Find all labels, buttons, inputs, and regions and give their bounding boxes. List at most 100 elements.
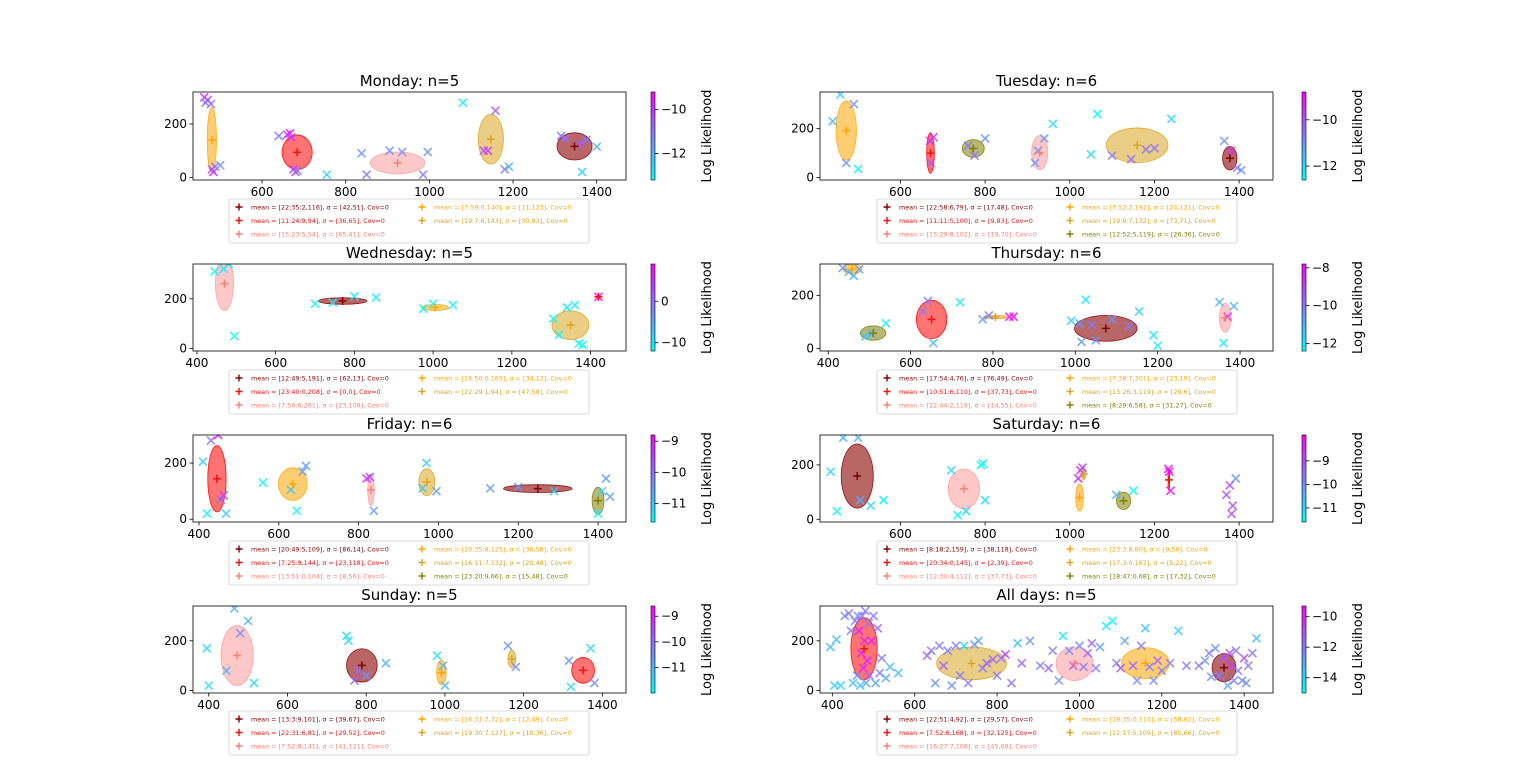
legend-entry: mean = [22:29:1,94], σ = [47,58], Cov=0 [434, 388, 568, 396]
data-point [1107, 150, 1117, 161]
data-point [597, 486, 607, 496]
data-point [1251, 633, 1262, 643]
data-point [310, 299, 320, 309]
data-point [951, 641, 961, 651]
data-point [577, 167, 587, 177]
data-point [1200, 656, 1210, 666]
data-point [963, 678, 973, 688]
data-point [992, 671, 1002, 681]
data-point [943, 646, 953, 656]
data-point [828, 116, 838, 126]
legend-entry: mean = [16:31:7,72], σ = [12,49], Cov=0 [434, 715, 568, 723]
legend-entry: mean = [20:49:5,109], σ = [86,14], Cov=0 [251, 545, 389, 553]
subplot-3: Thursday: n=6 400 600 800 1000 1200 1400 0 200 −1… [791, 244, 1366, 415]
data-point [852, 671, 862, 681]
cluster-mean-marker [926, 149, 935, 158]
legend-marker [235, 230, 243, 238]
data-point [1173, 626, 1183, 636]
legend-entry: mean = [19:9:7,132], σ = [73,71], Cov=0 [1082, 217, 1216, 225]
colorbar-label: Log Likelihood [1351, 90, 1366, 183]
data-point [978, 314, 988, 324]
data-point [984, 310, 994, 320]
data-point [208, 167, 219, 177]
data-point [418, 304, 428, 314]
colorbar-tick-label: −9 [1312, 454, 1330, 468]
cluster-mean-marker [1141, 659, 1150, 668]
axes-frame [819, 434, 1274, 523]
y-tick-label: 200 [164, 456, 187, 470]
colorbar-tick-label: −11 [1312, 501, 1337, 515]
y-tick-label: 0 [806, 684, 814, 698]
data-point [930, 678, 940, 688]
legend [228, 198, 590, 244]
data-point [286, 132, 296, 142]
legend-marker [1066, 217, 1074, 224]
data-point [1134, 306, 1144, 317]
data-point [229, 331, 239, 341]
data-point [570, 300, 580, 310]
data-point [862, 656, 872, 666]
colorbar [1301, 263, 1307, 352]
x-tick-label: 400 [817, 356, 840, 370]
data-point [202, 509, 212, 519]
legend-marker [883, 203, 891, 211]
x-tick-label: 1200 [503, 527, 534, 541]
subplot-5: Saturday: n=6 600 800 1000 1200 1400 0 200 −11 −1… [791, 415, 1366, 586]
data-point [206, 99, 216, 109]
plot-area [199, 92, 602, 180]
data-point [923, 296, 933, 306]
data-point [198, 457, 208, 467]
data-point [1149, 143, 1160, 153]
data-point [926, 646, 936, 656]
data-point [926, 158, 936, 168]
legend-marker [883, 729, 891, 736]
legend-entry: mean = [7:50:6,261], σ = [23,108], Cov=0 [251, 401, 389, 409]
legend-marker [883, 374, 891, 382]
data-point [216, 494, 226, 505]
colorbar-tick-label: 0 [661, 294, 669, 308]
cluster-mean-marker [869, 329, 878, 338]
cluster-mean-marker [338, 297, 347, 306]
x-tick-label: 1400 [1229, 698, 1260, 712]
colorbar [1301, 605, 1307, 694]
data-point [980, 133, 990, 144]
data-point [243, 616, 253, 626]
data-point [1081, 295, 1091, 305]
data-point [1074, 641, 1085, 651]
colorbar-tick-label: −10 [661, 635, 686, 649]
legend-entry: mean = [12:17:5,109], σ = [85,66], Cov=0 [1082, 729, 1220, 737]
x-tick-label: 400 [197, 698, 220, 712]
data-point [893, 668, 903, 678]
data-point [1048, 119, 1058, 129]
data-point [1058, 631, 1068, 641]
subplot-title: Monday: n=5 [360, 72, 460, 90]
data-point [832, 506, 842, 516]
y-tick-label: 200 [164, 292, 187, 306]
data-point [566, 682, 576, 692]
data-point [1030, 158, 1040, 168]
colorbar-tick-label: −10 [1312, 113, 1337, 127]
data-point [301, 461, 311, 471]
colorbar-label: Log Likelihood [1351, 432, 1366, 525]
y-tick-label: 200 [791, 122, 814, 136]
data-point [1214, 297, 1225, 307]
data-point [1076, 337, 1087, 347]
data-point [875, 668, 885, 678]
data-point [249, 678, 259, 688]
data-point [838, 264, 848, 273]
data-point [1013, 638, 1023, 648]
data-point [1111, 490, 1121, 500]
legend [876, 198, 1238, 244]
legend-entry: mean = [22:35:2,116], σ = [42,51], Cov=0 [251, 203, 389, 211]
plot-area [825, 606, 1262, 691]
data-point [885, 662, 895, 672]
y-tick-label: 0 [179, 684, 187, 698]
data-point [341, 631, 352, 641]
data-point [1107, 616, 1117, 626]
cluster-mean-marker [233, 651, 242, 660]
data-point [881, 318, 891, 328]
colorbar-tick-label: −12 [1312, 336, 1337, 350]
legend-marker [235, 715, 243, 723]
colorbar-tick-label: −11 [661, 496, 686, 510]
subplot-7: All days: n=5 400 600 800 1000 1200 1400 0 200 −1… [791, 586, 1366, 756]
